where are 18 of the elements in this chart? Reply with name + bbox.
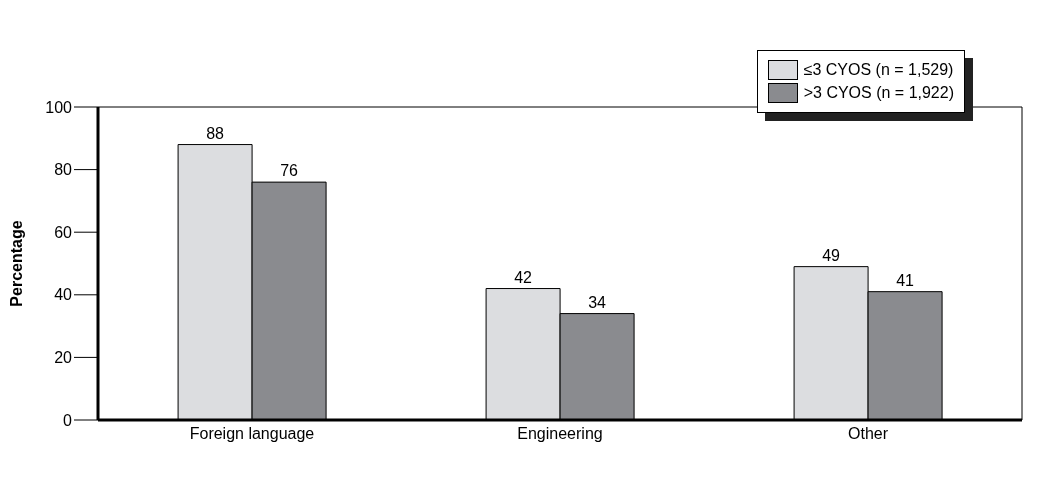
- data-label: 88: [206, 124, 225, 142]
- data-label: 41: [896, 271, 915, 289]
- y-tick-label: 80: [54, 161, 73, 179]
- y-axis-title: Percentage: [7, 220, 25, 307]
- y-tick-label: 0: [63, 411, 73, 429]
- data-label: 49: [822, 246, 841, 264]
- x-tick-label: Engineering: [517, 425, 603, 443]
- x-tick-label: Foreign language: [189, 425, 315, 443]
- y-tick-label: 20: [54, 349, 73, 367]
- legend-label: >3 CYOS (n = 1,922): [803, 84, 954, 102]
- x-tick-label: Other: [847, 425, 889, 443]
- y-tick-label: 40: [54, 286, 73, 304]
- y-tick-label: 100: [45, 98, 73, 116]
- data-label: 76: [280, 162, 299, 180]
- legend-label: ≤3 CYOS (n = 1,529): [803, 61, 954, 79]
- data-label: 42: [514, 268, 533, 286]
- data-label: 34: [588, 293, 607, 311]
- y-tick-label: 60: [54, 223, 73, 241]
